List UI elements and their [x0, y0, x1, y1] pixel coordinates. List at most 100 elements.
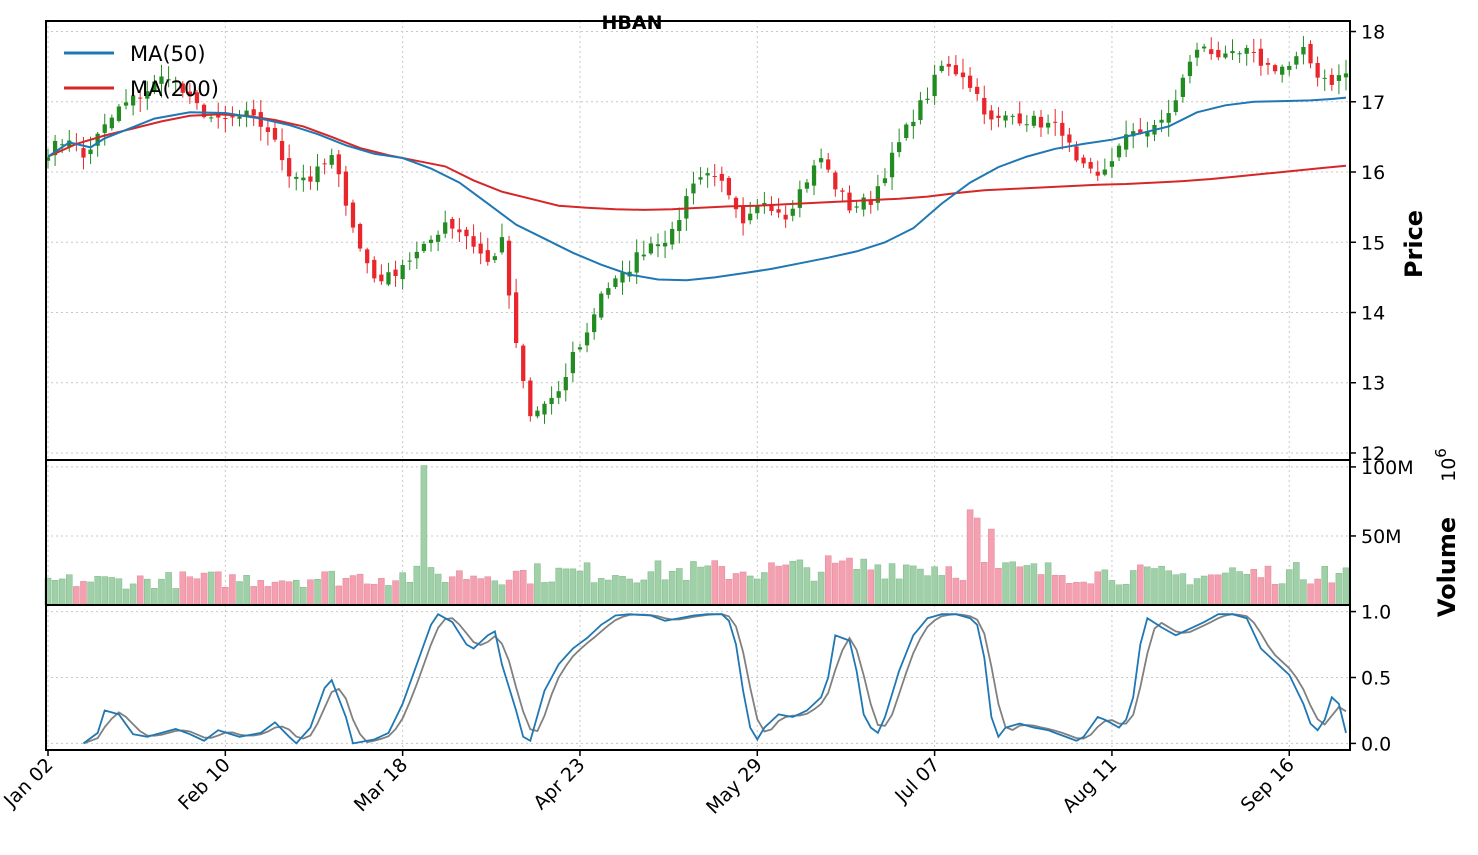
candle-body [265, 127, 271, 132]
candle-body [1102, 169, 1107, 175]
volume-bar [1151, 568, 1158, 606]
candle-body [989, 110, 994, 120]
volume-bar [789, 560, 797, 606]
volume-bar [690, 561, 697, 606]
candle [201, 103, 207, 119]
volume-bar [236, 581, 243, 606]
candle [939, 60, 944, 73]
candle-body [826, 159, 831, 170]
volume-bar [1129, 570, 1137, 606]
candle-body [670, 228, 675, 245]
candle [428, 235, 434, 252]
volume-bar [959, 580, 967, 606]
svg-text:106: 106 [1432, 448, 1460, 482]
candle-body [726, 177, 732, 196]
candle [187, 83, 192, 104]
x-tick-label: Aug 11 [1058, 754, 1121, 817]
candle [1003, 110, 1008, 128]
volume-bar [151, 588, 158, 606]
candle [911, 109, 916, 139]
candle-body [102, 124, 107, 133]
volume-bar [746, 575, 754, 606]
volume-bar [101, 576, 109, 606]
candle [925, 87, 930, 104]
volume-bar [378, 578, 385, 606]
volume-exponent-label: 106 [1432, 448, 1460, 482]
volume-bars [44, 465, 1350, 606]
volume-bar [1314, 578, 1321, 606]
candle-body [1322, 77, 1327, 79]
candle [443, 210, 448, 239]
candle [130, 91, 136, 116]
candle [365, 247, 370, 274]
volume-bar [938, 575, 945, 606]
volume-bar [399, 572, 406, 606]
volume-bar [668, 570, 676, 606]
candle-body [414, 251, 419, 259]
volume-bar [981, 562, 988, 606]
candle [1322, 69, 1327, 91]
candle [166, 66, 171, 88]
candle [109, 114, 114, 131]
candle-body [223, 118, 228, 120]
candle-body [514, 292, 519, 344]
volume-bar [534, 563, 541, 606]
volume-bar [115, 578, 123, 606]
candle [982, 85, 987, 125]
candle-body [620, 272, 625, 283]
candle [251, 99, 256, 126]
candle-body [336, 154, 341, 175]
volume-bar [917, 568, 924, 606]
volume-tick-label: 50M [1361, 526, 1402, 548]
candle-body [1244, 47, 1249, 54]
volume-bar [292, 579, 300, 606]
candle-body [485, 250, 490, 262]
candle-body [244, 110, 249, 117]
volume-bar [910, 565, 917, 606]
volume-bar [1243, 574, 1250, 606]
volume-bar [122, 588, 130, 606]
volume-bar [739, 571, 747, 606]
volume-bar [902, 564, 910, 606]
volume-bar [676, 568, 683, 606]
volume-bar [179, 571, 187, 606]
candle [272, 122, 278, 143]
candle-body [1237, 53, 1242, 55]
candle-body [1145, 131, 1150, 137]
candle-body [95, 133, 100, 146]
price-grid [46, 21, 1350, 460]
candle-body [1074, 146, 1079, 161]
volume-bar [761, 572, 768, 606]
candle-body [152, 81, 157, 92]
candle [627, 260, 632, 282]
candle [535, 406, 540, 419]
candle-body [187, 91, 192, 97]
volume-bar [371, 583, 378, 606]
volume-bar [1335, 573, 1343, 606]
candle [528, 377, 533, 422]
candle-body [535, 410, 540, 417]
volume-bar [1307, 583, 1314, 606]
volume-bar [271, 581, 279, 606]
volume-bar [1023, 565, 1031, 606]
candle-body [939, 65, 944, 71]
volume-bar [1264, 565, 1272, 606]
candle [1343, 59, 1349, 91]
candle-body [740, 206, 746, 224]
candle [1230, 39, 1235, 61]
volume-bar [817, 571, 825, 606]
volume-bar [512, 570, 520, 606]
candle-body [478, 243, 483, 254]
candle-body [861, 197, 866, 210]
candle-body [904, 124, 909, 139]
candle-body [386, 272, 391, 285]
candle-body [542, 403, 547, 415]
volume-bar [605, 579, 612, 606]
volume-bar [548, 581, 555, 606]
candle-body [1202, 46, 1207, 49]
candle [1053, 109, 1058, 136]
candle [1301, 36, 1306, 65]
volume-bar [931, 566, 938, 606]
volume-bar [1172, 574, 1180, 606]
candle-body [1159, 119, 1164, 123]
